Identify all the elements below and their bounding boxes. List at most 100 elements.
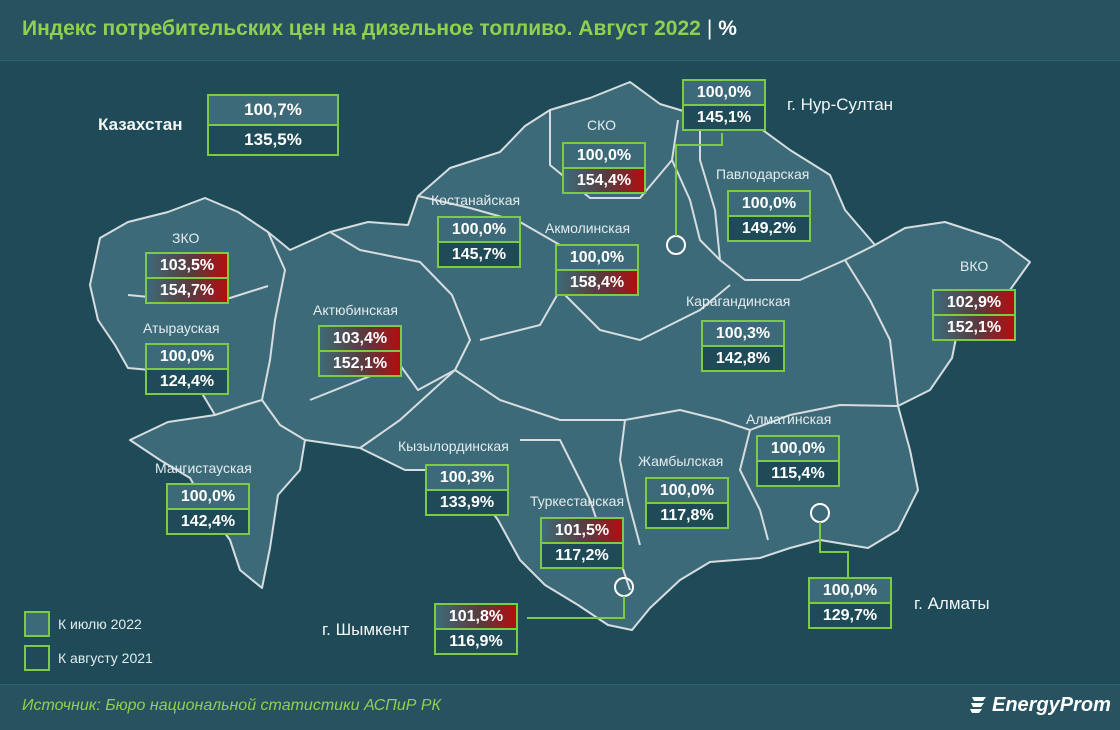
region-box-turkestan: 101,5% 117,2%: [540, 517, 624, 569]
city-leaders: [527, 133, 849, 619]
shymkent-leader: [527, 596, 625, 619]
region-box-mangystau: 100,0% 142,4%: [166, 483, 250, 535]
region-label-sko: СКО: [587, 117, 616, 133]
pavlodar-vs-aug: 149,2%: [729, 217, 809, 240]
title-text: Индекс потребительских цен на дизельное …: [22, 17, 701, 40]
legend-swatch-aug: [24, 645, 50, 671]
aktobe-vs-aug: 152,1%: [320, 352, 400, 375]
zhambyl-vs-july: 100,0%: [647, 479, 727, 504]
region-box-zhambyl: 100,0% 117,8%: [645, 477, 729, 529]
karaganda-vs-aug: 142,8%: [703, 347, 783, 370]
border-zhambyl-almaty: [739, 429, 769, 541]
region-box-zko: 103,5% 154,7%: [145, 252, 229, 304]
mangystau-vs-july: 100,0%: [168, 485, 248, 510]
legend-label-aug: К августу 2021: [58, 650, 153, 666]
shymkent-vs-aug: 116,9%: [436, 630, 516, 653]
pavlodar-vs-july: 100,0%: [729, 192, 809, 217]
vko-vs-july: 102,9%: [934, 291, 1014, 316]
brand-name: EnergyProm: [992, 694, 1111, 716]
region-label-akmola: Акмолинская: [545, 220, 631, 236]
region-label-vko: ВКО: [960, 258, 989, 274]
border-karaganda-vko: [844, 259, 899, 407]
border-kyzylorda-north: [359, 369, 456, 449]
city-box-nur-sultan: 100,0% 145,1%: [682, 79, 766, 131]
region-label-turkestan: Туркестанская: [530, 493, 625, 509]
region-label-kostanay: Костанайская: [431, 192, 521, 208]
mangystau-vs-aug: 142,4%: [168, 510, 248, 533]
sko-vs-july: 100,0%: [564, 144, 644, 169]
region-label-almaty-reg: Алматинская: [746, 411, 832, 427]
region-label-zhambyl: Жамбылская: [638, 453, 724, 469]
border-akmola-karaganda: [559, 284, 731, 341]
country-vs-aug: 135,5%: [209, 126, 337, 154]
sko-vs-aug: 154,4%: [564, 169, 644, 192]
atyrau-vs-aug: 124,4%: [147, 370, 227, 393]
region-box-karaganda: 100,3% 142,8%: [701, 320, 785, 372]
vko-vs-aug: 152,1%: [934, 316, 1014, 339]
region-label-mangystau: Мангистауская: [155, 460, 252, 476]
legend-label-july: К июлю 2022: [58, 616, 142, 632]
zhambyl-vs-aug: 117,8%: [647, 504, 727, 527]
region-box-atyrau: 100,0% 124,4%: [145, 343, 229, 395]
border-karaganda-south: [454, 369, 899, 431]
region-label-kyzylorda: Кызылординская: [398, 438, 509, 454]
kyzylorda-vs-july: 100,3%: [427, 466, 507, 491]
region-box-pavlodar: 100,0% 149,2%: [727, 190, 811, 242]
kyzylorda-vs-aug: 133,9%: [427, 491, 507, 514]
border-akmola-pavlodar: [671, 159, 721, 261]
region-box-kostanay: 100,0% 145,7%: [437, 216, 521, 268]
brand-logo: EnergyProm: [968, 694, 1111, 717]
turkestan-vs-july: 101,5%: [542, 519, 622, 544]
region-box-akmola: 100,0% 158,4%: [555, 244, 639, 296]
zko-vs-aug: 154,7%: [147, 279, 227, 302]
border-atyrau-mangystau: [214, 399, 263, 416]
region-label-atyrau: Атырауская: [143, 320, 220, 336]
region-box-aktobe: 103,4% 152,1%: [318, 325, 402, 377]
region-label-pavlodar: Павлодарская: [716, 166, 810, 182]
city-label-nur-sultan: г. Нур-Султан: [787, 95, 894, 114]
region-box-kyzylorda: 100,3% 133,9%: [425, 464, 509, 516]
region-box-almaty-reg: 100,0% 115,4%: [756, 435, 840, 487]
almaty-vs-july: 100,0%: [810, 579, 890, 604]
footer-bar: [0, 684, 1120, 730]
turkestan-vs-aug: 117,2%: [542, 544, 622, 567]
country-value-box: 100,7% 135,5%: [207, 94, 339, 156]
nur-sultan-vs-aug: 145,1%: [684, 106, 764, 129]
legend-swatch-july: [24, 611, 50, 637]
region-box-sko: 100,0% 154,4%: [562, 142, 646, 194]
country-label: Казахстан: [98, 115, 183, 134]
region-box-vko: 102,9% 152,1%: [932, 289, 1016, 341]
title-unit: %: [718, 17, 737, 40]
border-pavlodar: [699, 116, 876, 281]
almaty-reg-vs-aug: 115,4%: [758, 462, 838, 485]
zko-vs-july: 103,5%: [147, 254, 227, 279]
akmola-vs-aug: 158,4%: [557, 271, 637, 294]
source-note: Источник: Бюро национальной статистики А…: [22, 697, 441, 714]
nur-sultan-vs-july: 100,0%: [684, 81, 764, 106]
almaty-vs-aug: 129,7%: [810, 604, 890, 627]
city-label-shymkent: г. Шымкент: [322, 620, 410, 639]
title-separator: |: [706, 17, 713, 40]
region-label-karaganda: Карагандинская: [686, 293, 791, 309]
country-vs-july: 100,7%: [209, 96, 337, 126]
region-label-zko: ЗКО: [172, 230, 200, 246]
city-box-almaty: 100,0% 129,7%: [808, 577, 892, 629]
kostanay-vs-aug: 145,7%: [439, 243, 519, 266]
almaty-reg-vs-july: 100,0%: [758, 437, 838, 462]
akmola-vs-july: 100,0%: [557, 246, 637, 271]
karaganda-vs-july: 100,3%: [703, 322, 783, 347]
border-sko: [549, 110, 679, 199]
almaty-leader: [819, 522, 849, 577]
region-label-aktobe: Актюбинская: [313, 302, 398, 318]
aktobe-vs-july: 103,4%: [320, 327, 400, 352]
border-turkestan-zhambyl: [619, 419, 641, 546]
atyrau-vs-july: 100,0%: [147, 345, 227, 370]
city-box-shymkent: 101,8% 116,9%: [434, 603, 518, 655]
header-bar: [0, 0, 1120, 61]
kostanay-vs-july: 100,0%: [439, 218, 519, 243]
energyprom-logo-icon: [970, 697, 986, 713]
shymkent-vs-july: 101,8%: [436, 605, 516, 630]
border-west-aktobe: [261, 231, 306, 441]
page-title: Индекс потребительских цен на дизельное …: [22, 17, 737, 41]
nur-sultan-leader: [675, 133, 723, 236]
